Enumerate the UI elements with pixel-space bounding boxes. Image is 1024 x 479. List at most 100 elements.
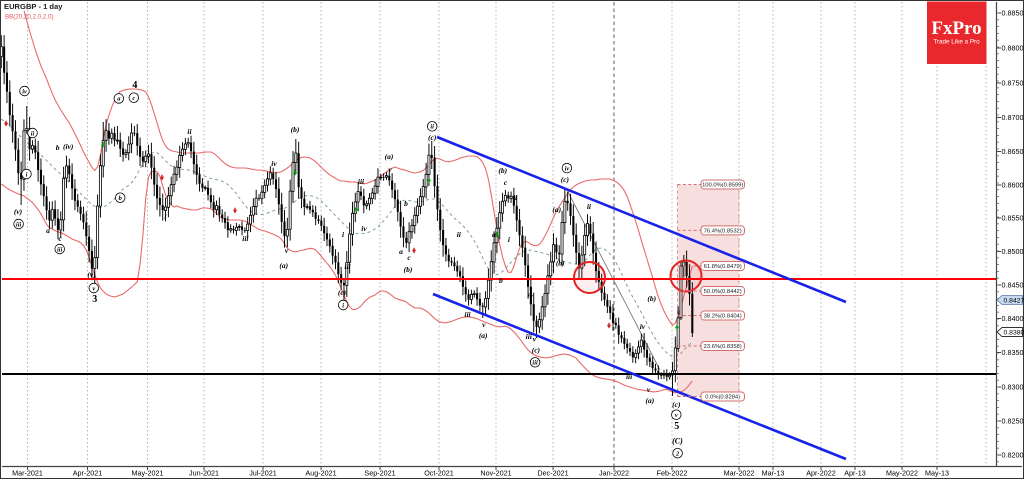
svg-text:v: v	[482, 320, 486, 329]
svg-text:(a): (a)	[646, 396, 655, 405]
svg-text:(c): (c)	[428, 133, 437, 142]
svg-text:b: b	[404, 199, 408, 208]
svg-text:50.0%(0.8442): 50.0%(0.8442)	[704, 289, 742, 295]
svg-text:iv: iv	[361, 224, 367, 233]
svg-text:v: v	[388, 165, 392, 174]
svg-text:iii: iii	[532, 360, 538, 367]
svg-text:4: 4	[132, 80, 137, 91]
svg-text:Jun-2021: Jun-2021	[189, 469, 219, 478]
svg-text:Sep-2021: Sep-2021	[364, 469, 395, 478]
svg-text:Apr-2022: Apr-2022	[806, 469, 836, 478]
svg-text:0.8250: 0.8250	[1002, 417, 1024, 426]
svg-text:Jul-2021: Jul-2021	[249, 469, 277, 478]
svg-text:0.8380: 0.8380	[1004, 330, 1024, 337]
svg-text:i: i	[342, 230, 345, 239]
svg-text:Nov-2021: Nov-2021	[480, 469, 511, 478]
svg-text:a: a	[492, 230, 496, 239]
svg-text:0.8550: 0.8550	[1002, 214, 1024, 223]
svg-text:EURGBP - 1 day: EURGBP - 1 day	[4, 2, 63, 11]
svg-text:0.8400: 0.8400	[1002, 314, 1024, 323]
svg-text:(c): (c)	[672, 400, 681, 409]
svg-text:23.6%(0.8358): 23.6%(0.8358)	[704, 344, 742, 350]
svg-text:(a): (a)	[552, 205, 561, 214]
svg-text:0.8700: 0.8700	[1002, 113, 1024, 122]
svg-text:ii: ii	[31, 130, 35, 137]
svg-text:i: i	[508, 235, 511, 244]
svg-text:(iv): (iv)	[63, 142, 74, 151]
svg-text:(C): (C)	[672, 437, 683, 446]
svg-text:0.8600: 0.8600	[1002, 181, 1024, 190]
svg-text:FxPro: FxPro	[931, 18, 981, 39]
svg-text:0.8427: 0.8427	[1004, 298, 1024, 305]
svg-text:0.8350: 0.8350	[1002, 348, 1024, 357]
svg-text:0.0%(0.8284): 0.0%(0.8284)	[705, 395, 740, 401]
svg-text:a: a	[46, 226, 50, 235]
svg-text:c: c	[132, 95, 135, 102]
svg-text:iv: iv	[565, 165, 570, 172]
svg-text:(b): (b)	[291, 125, 300, 134]
svg-text:v: v	[533, 335, 537, 344]
svg-text:0.8750: 0.8750	[1002, 79, 1024, 88]
svg-text:c: c	[407, 253, 411, 262]
svg-text:(v): (v)	[87, 270, 96, 279]
svg-text:Mar-13: Mar-13	[762, 469, 785, 478]
svg-text:iii: iii	[358, 177, 365, 186]
svg-text:iii: iii	[626, 372, 633, 381]
svg-text:Apr-13: Apr-13	[844, 469, 866, 478]
svg-text:iii: iii	[344, 262, 351, 271]
svg-text:May-13: May-13	[925, 469, 949, 478]
svg-text:Feb-2022: Feb-2022	[657, 469, 688, 478]
svg-text:b: b	[119, 195, 122, 202]
svg-text:(b): (b)	[498, 166, 507, 175]
svg-text:v: v	[285, 246, 289, 255]
svg-text:38.2%(0.8404): 38.2%(0.8404)	[704, 314, 742, 320]
svg-text:ii: ii	[187, 127, 192, 136]
svg-text:Aug-2021: Aug-2021	[305, 469, 336, 478]
svg-text:v: v	[675, 412, 678, 419]
svg-text:0.8850: 0.8850	[1002, 9, 1024, 18]
svg-text:5: 5	[674, 421, 679, 432]
svg-text:iv: iv	[527, 292, 533, 301]
svg-text:iv: iv	[271, 159, 277, 168]
svg-text:i: i	[164, 212, 167, 221]
svg-text:i: i	[26, 171, 28, 178]
svg-text:ii: ii	[430, 124, 434, 131]
svg-text:0.8300: 0.8300	[1002, 383, 1024, 392]
svg-text:c: c	[58, 234, 62, 243]
svg-text:0.8450: 0.8450	[1002, 281, 1024, 290]
svg-text:Mar-2022: Mar-2022	[724, 469, 755, 478]
svg-text:61.8%(0.8479): 61.8%(0.8479)	[704, 264, 742, 270]
svg-text:Trade Like a Pro: Trade Like a Pro	[933, 39, 980, 46]
svg-text:Dec-2021: Dec-2021	[537, 469, 568, 478]
svg-text:0.8500: 0.8500	[1002, 247, 1024, 256]
svg-text:iv: iv	[22, 88, 27, 95]
svg-text:2: 2	[675, 451, 680, 458]
svg-text:(a): (a)	[279, 261, 288, 270]
svg-text:Mar-2021: Mar-2021	[12, 469, 43, 478]
svg-text:100.0%(0.8599): 100.0%(0.8599)	[702, 183, 743, 189]
svg-text:i: i	[342, 302, 344, 309]
svg-text:May-2021: May-2021	[132, 469, 164, 478]
svg-text:(b): (b)	[404, 265, 413, 274]
svg-text:0.8800: 0.8800	[1002, 44, 1024, 53]
svg-text:(c): (c)	[532, 346, 541, 355]
svg-text:(a): (a)	[479, 331, 488, 340]
svg-text:v: v	[92, 285, 95, 292]
svg-text:BB(20,20,2.0,2.0): BB(20,20,2.0,2.0)	[5, 14, 54, 21]
svg-text:ii: ii	[513, 193, 518, 202]
svg-text:b: b	[499, 276, 503, 285]
svg-text:0.8650: 0.8650	[1002, 147, 1024, 156]
svg-text:Jan-2022: Jan-2022	[599, 469, 629, 478]
svg-text:iii: iii	[464, 310, 471, 319]
svg-text:iv: iv	[640, 322, 646, 331]
svg-text:a: a	[399, 247, 403, 256]
svg-text:iii: iii	[57, 246, 63, 253]
svg-text:(c): (c)	[338, 288, 347, 297]
svg-text:ii: ii	[587, 202, 592, 211]
svg-text:(b): (b)	[647, 294, 656, 303]
svg-text:(v): (v)	[14, 207, 23, 216]
svg-text:76.4%(0.8532): 76.4%(0.8532)	[704, 229, 742, 235]
svg-text:(b): (b)	[556, 259, 565, 268]
svg-text:v: v	[647, 385, 651, 394]
svg-text:May-2022: May-2022	[886, 469, 918, 478]
